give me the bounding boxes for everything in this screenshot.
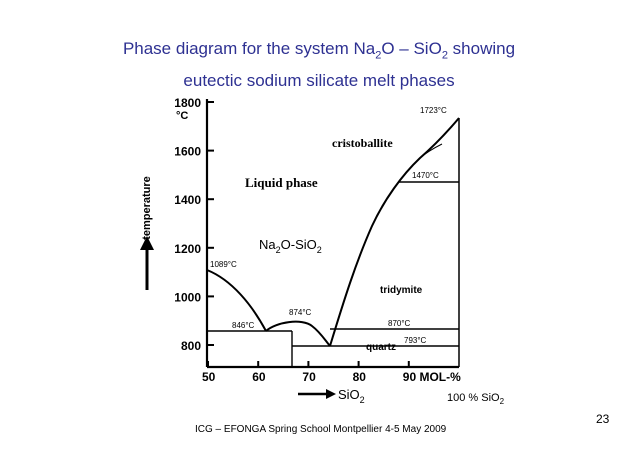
x-axis-label: SiO2 [338,387,365,405]
liquidus-compound-dome [265,320,331,347]
cristobalite-tridymite-boundary [419,143,443,159]
x-tick-label: 50 [202,370,216,384]
temperature-arrow-head [140,236,154,250]
title-line-1: Phase diagram for the system Na2O – SiO2… [122,39,516,62]
x-tick-label: 70 [302,370,316,384]
y-tick-label: 1400 [174,193,201,207]
title-line-2: eutectic sodium silicate melt phases [183,71,455,91]
temp-label-1470: 1470°C [412,171,439,180]
temp-label-1723: 1723°C [420,106,447,115]
slide-title: Phase diagram for the system Na2O – SiO2… [0,36,638,94]
liquidus-silica-curve [329,117,460,347]
x-axis-arrow-head [326,389,336,399]
y-tick-label: 800 [181,339,201,353]
y-axis-label: temperature [141,176,153,240]
sio2-100-note: 100 % SiO2 [447,392,505,407]
y-tick-label: 1000 [174,290,201,304]
temp-label-1089: 1089°C [210,260,237,269]
region-liquid-label: Liquid phase [245,175,318,190]
region-cristobalite-label: cristoballite [332,136,393,150]
y-tick-label: 1200 [174,242,201,256]
slide-footer: ICG – EFONGA Spring School Montpellier 4… [195,424,447,435]
region-quartz-label: quartz [366,342,396,353]
compound-label: Na2O-SiO2 [259,237,322,255]
y-axis-unit: °C [176,110,188,122]
x-tick-label: 60 [252,370,266,384]
y-tick-label: 1800 [174,96,201,110]
x-tick-label: 80 [353,370,367,384]
temp-label-870: 870°C [388,319,411,328]
y-tick-label: 1600 [174,145,201,159]
page-number: 23 [596,412,610,426]
temp-label-874: 874°C [289,308,312,317]
temp-label-846: 846°C [232,321,255,330]
liquidus-left-curve [206,269,267,332]
x-tick-label: 90 MOL-% [403,370,461,384]
temp-label-793: 793°C [404,336,427,345]
region-tridymite-label: tridymite [380,285,423,296]
